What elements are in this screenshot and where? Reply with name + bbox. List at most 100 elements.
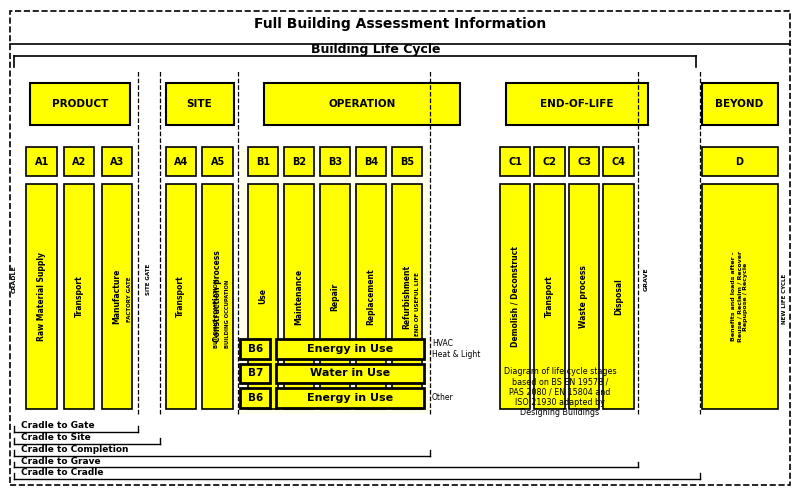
Text: Cradle to Gate: Cradle to Gate [21, 421, 94, 430]
Bar [320, 184, 350, 409]
Bar [276, 364, 424, 383]
Text: Energy in Use: Energy in Use [307, 393, 393, 403]
Text: Refurbishment: Refurbishment [402, 265, 412, 328]
Text: BUILDING COMPLETION: BUILDING COMPLETION [214, 279, 219, 348]
Bar [240, 149, 430, 414]
Bar [240, 339, 270, 359]
Bar [500, 147, 530, 176]
Text: C3: C3 [577, 157, 591, 167]
Bar [320, 147, 350, 176]
Bar [248, 147, 278, 176]
Bar [702, 147, 778, 176]
Bar [30, 83, 130, 125]
Text: B1: B1 [256, 157, 270, 167]
Bar [202, 184, 233, 409]
Text: HVAC
Heat & Light: HVAC Heat & Light [432, 339, 480, 359]
Text: FACTORY GATE: FACTORY GATE [127, 276, 132, 321]
Text: END OF USEFUL LIFE: END OF USEFUL LIFE [415, 272, 420, 336]
Text: Use: Use [258, 289, 268, 304]
Text: B3: B3 [328, 157, 342, 167]
Text: Benefits and loads after -
Reuse / Reclaim / Recover
Repupose / Recycle: Benefits and loads after - Reuse / Recla… [731, 251, 748, 342]
Text: B6: B6 [247, 344, 263, 354]
Text: Diagram of life cycle stages
based on BS EN 19578 /
PAS 2080 / EN 15804 and
ISO : Diagram of life cycle stages based on BS… [504, 367, 616, 417]
Text: Building Life Cycle: Building Life Cycle [311, 43, 441, 55]
Bar [392, 184, 422, 409]
Text: A1: A1 [34, 157, 49, 167]
Text: C4: C4 [611, 157, 626, 167]
Text: A5: A5 [210, 157, 225, 167]
Bar [26, 184, 57, 409]
Bar [248, 184, 278, 409]
Bar [506, 83, 648, 125]
Bar [569, 184, 599, 409]
Text: Repair: Repair [330, 282, 340, 311]
Text: Cradle to Completion: Cradle to Completion [21, 445, 128, 454]
Bar [356, 147, 386, 176]
Bar [276, 388, 424, 408]
Bar [569, 147, 599, 176]
Text: C1: C1 [508, 157, 522, 167]
Text: Transport: Transport [545, 275, 554, 318]
Bar [276, 339, 424, 359]
Bar [102, 147, 132, 176]
Text: Disposal: Disposal [614, 278, 623, 315]
Text: A2: A2 [72, 157, 86, 167]
Text: B5: B5 [400, 157, 414, 167]
Text: Manufacture: Manufacture [112, 269, 122, 324]
Text: Raw Material Supply: Raw Material Supply [37, 252, 46, 341]
Bar [102, 184, 132, 409]
Text: Cradle to Grave: Cradle to Grave [21, 457, 101, 465]
Bar [534, 184, 565, 409]
Text: Transport: Transport [176, 275, 186, 318]
Text: B6: B6 [247, 393, 263, 403]
Bar [603, 184, 634, 409]
Text: END-OF-LIFE: END-OF-LIFE [540, 99, 614, 109]
Text: D: D [736, 157, 744, 167]
Text: Cradle to Cradle: Cradle to Cradle [21, 468, 103, 477]
Bar [603, 147, 634, 176]
Text: B7: B7 [247, 368, 263, 378]
Bar [702, 184, 778, 409]
Text: Other: Other [432, 393, 454, 402]
Text: SITE: SITE [186, 99, 213, 109]
Bar [166, 83, 234, 125]
Text: B4: B4 [364, 157, 378, 167]
Text: NEW LIFE CYCLE: NEW LIFE CYCLE [782, 274, 787, 324]
Text: Energy in Use: Energy in Use [307, 344, 393, 354]
Text: PRODUCT: PRODUCT [52, 99, 109, 109]
Bar [534, 147, 565, 176]
Text: BEYOND: BEYOND [715, 99, 764, 109]
Text: CRADLE: CRADLE [12, 266, 17, 293]
Text: A4: A4 [174, 157, 188, 167]
Bar [202, 147, 233, 176]
Bar [284, 147, 314, 176]
Bar [702, 83, 778, 125]
Bar [166, 184, 196, 409]
Text: Waste process: Waste process [579, 265, 589, 328]
Text: Construction process: Construction process [213, 250, 222, 343]
Bar [264, 83, 460, 125]
Text: Maintenance: Maintenance [294, 269, 304, 324]
Bar [26, 147, 57, 176]
Text: Replacement: Replacement [366, 268, 376, 325]
Text: SITE GATE: SITE GATE [146, 264, 151, 295]
Text: Transport: Transport [74, 275, 84, 318]
Bar [64, 147, 94, 176]
Bar [356, 184, 386, 409]
Text: B2: B2 [292, 157, 306, 167]
Text: Water in Use: Water in Use [310, 368, 390, 378]
Bar [240, 388, 270, 408]
Bar [500, 184, 530, 409]
Bar [240, 364, 270, 383]
Text: A3: A3 [110, 157, 124, 167]
Text: C2: C2 [542, 157, 557, 167]
Bar [284, 184, 314, 409]
Bar [166, 147, 196, 176]
Text: BUILDING OCCUPATION: BUILDING OCCUPATION [225, 279, 230, 348]
Bar [392, 147, 422, 176]
Text: Cradle to Site: Cradle to Site [21, 433, 90, 442]
Text: OPERATION: OPERATION [328, 99, 396, 109]
Bar [64, 184, 94, 409]
Text: Demolish / Deconstruct: Demolish / Deconstruct [510, 246, 520, 347]
Text: Full Building Assessment Information: Full Building Assessment Information [254, 17, 546, 30]
